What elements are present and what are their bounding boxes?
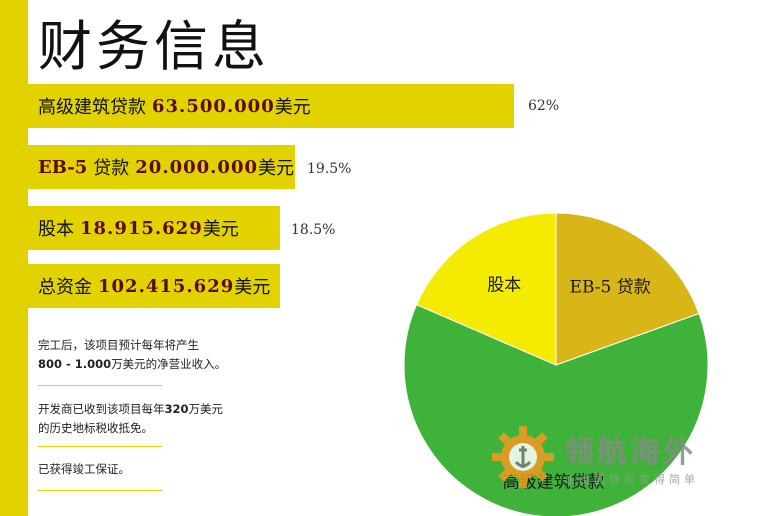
bar-equity: 股本 18.915.629 美元 bbox=[28, 206, 280, 250]
note-line: 800 - 1.000万美元的净营业收入。 bbox=[38, 355, 226, 374]
bar-pct-senior-loan: 62% bbox=[528, 98, 560, 114]
bar-label: 总资金 bbox=[38, 277, 92, 298]
note-text: 万美元的净营业收入。 bbox=[111, 357, 227, 371]
bar-label: 贷款 bbox=[93, 158, 130, 179]
left-accent-bar bbox=[0, 0, 28, 516]
bar-amount: 20.000.000 bbox=[135, 156, 258, 178]
bar-amount: 102.415.629 bbox=[98, 275, 235, 297]
bar-pct-eb5-loan: 19.5% bbox=[307, 161, 352, 177]
page-title: 财务信息 bbox=[38, 15, 270, 78]
pie-slice-label: EB-5 贷款 bbox=[570, 277, 651, 297]
note-line: 已获得竣工保证。 bbox=[38, 462, 130, 476]
bar-prefix: EB-5 bbox=[38, 156, 88, 178]
note-text: 万美元 bbox=[188, 402, 224, 416]
note-line: 的历史地标税收抵免。 bbox=[38, 421, 153, 435]
bar-unit: 美元 bbox=[258, 158, 294, 179]
pie-slice bbox=[403, 303, 709, 516]
bar-eb5-loan: EB-5 贷款 20.000.000 美元 bbox=[28, 145, 295, 189]
divider bbox=[38, 385, 162, 386]
note-completion: 已获得竣工保证。 bbox=[38, 460, 130, 479]
divider bbox=[38, 490, 162, 491]
pie-slice bbox=[555, 212, 700, 366]
bar-label: 股本 bbox=[38, 219, 74, 240]
bar-senior-loan: 高级建筑贷款 63.500.000 美元 bbox=[28, 84, 514, 128]
note-tax-credit: 开发商已收到该项目每年320万美元 的历史地标税收抵免。 bbox=[38, 400, 223, 438]
watermark-logo: 领航海外 让出国移民变得简单 bbox=[488, 422, 699, 492]
note-line: 开发商已收到该项目每年320万美元 bbox=[38, 400, 223, 419]
bar-amount: 18.915.629 bbox=[80, 217, 203, 239]
divider bbox=[38, 446, 162, 447]
note-line: 完工后，该项目预计每年将产生 bbox=[38, 338, 199, 352]
watermark-main: 领航海外 bbox=[564, 435, 696, 470]
bar-label: 高级建筑贷款 bbox=[38, 97, 146, 118]
bar-pct-equity: 18.5% bbox=[291, 222, 336, 238]
bar-total-capital: 总资金 102.415.629 美元 bbox=[28, 264, 280, 308]
note-text: 开发商已收到该项目每年 bbox=[38, 402, 165, 416]
pie-slice bbox=[415, 212, 557, 366]
bar-unit: 美元 bbox=[234, 277, 271, 298]
bar-amount: 63.500.000 bbox=[152, 95, 275, 117]
pie-slice-label: 股本 bbox=[487, 276, 521, 296]
gear-anchor-icon bbox=[492, 426, 554, 488]
note-bold: 320 bbox=[164, 402, 189, 416]
watermark-sub: 让出国移民变得简单 bbox=[564, 473, 699, 486]
note-bold: 800 - 1.000 bbox=[38, 357, 112, 371]
bar-unit: 美元 bbox=[202, 219, 239, 240]
bar-unit: 美元 bbox=[274, 97, 311, 118]
note-noi: 完工后，该项目预计每年将产生 800 - 1.000万美元的净营业收入。 bbox=[38, 336, 226, 374]
